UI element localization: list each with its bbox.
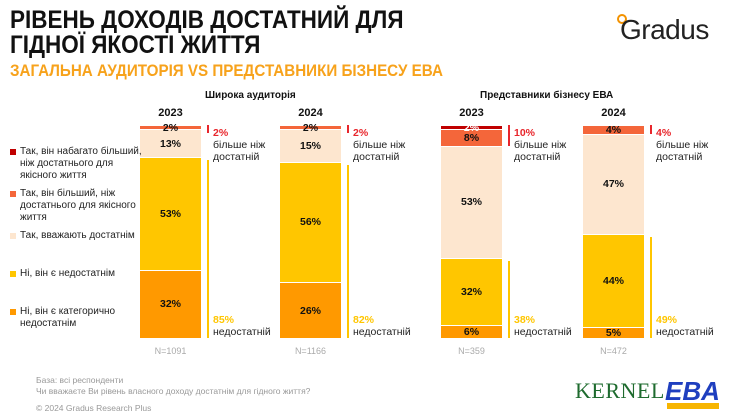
more-than-enough-annotation: 2% більше ніж достатній [213, 127, 265, 163]
more-than-enough-label: достатній [514, 151, 561, 163]
bar-segment: 15% [280, 129, 341, 162]
sample-size: N=1166 [294, 346, 327, 356]
bar-segment: 2% [140, 122, 201, 134]
more-than-enough-value: 2% [353, 127, 369, 139]
more-than-enough-label: достатній [656, 151, 703, 163]
legend-swatch [10, 191, 16, 197]
legend-item: Ні, він є недостатнім [10, 268, 150, 280]
more-than-enough-annotation: 2% більше ніж достатній [353, 127, 405, 163]
legend-item: Так, він набагато більший, ніж достатньо… [10, 146, 150, 182]
more-than-enough-bracket [207, 125, 209, 133]
more-than-enough-label: більше ніж [353, 139, 406, 151]
bar-segment: 56% [280, 161, 341, 283]
more-than-enough-bracket [650, 125, 652, 134]
gradus-logo-dot-icon [617, 14, 627, 24]
legend-label: Так, він набагато більший, ніж достатньо… [20, 146, 142, 181]
not-enough-annotation: 38% недостатній [514, 314, 572, 338]
more-than-enough-bracket [347, 125, 349, 133]
not-enough-label: недостатній [514, 326, 572, 338]
svg-text:EBA: EBA [665, 376, 720, 406]
legend-item: Так, вважають достатнім [10, 230, 150, 242]
page-subtitle: ЗАГАЛЬНА АУДИТОРІЯ VS ПРЕДСТАВНИКИ БІЗНЕ… [10, 62, 443, 80]
not-enough-bracket [347, 164, 349, 338]
bar-segment: 6% [441, 325, 502, 338]
more-than-enough-label: достатній [353, 151, 400, 163]
bar-segment: 53% [140, 156, 201, 270]
more-than-enough-annotation: 4% більше ніж достатній [656, 127, 708, 163]
not-enough-bracket [650, 236, 652, 338]
more-than-enough-value: 10% [514, 127, 536, 139]
not-enough-label: недостатній [213, 326, 271, 338]
not-enough-annotation: 85% недостатній [213, 314, 271, 338]
legend-label: Так, вважають достатнім [20, 230, 135, 241]
not-enough-label: недостатній [353, 326, 411, 338]
page-title: РІВЕНЬ ДОХОДІВ ДОСТАТНИЙ ДЛЯ ГІДНОЇ ЯКОСТ… [10, 8, 404, 58]
group-label-eba: Представники бізнесу ЕВА [480, 90, 614, 101]
not-enough-value: 49% [656, 314, 678, 326]
sample-size: N=1091 [154, 346, 187, 356]
legend-swatch [10, 271, 16, 277]
year-label: 2024 [601, 107, 626, 119]
title-line-1: РІВЕНЬ ДОХОДІВ ДОСТАТНИЙ ДЛЯ [10, 6, 404, 34]
more-than-enough-value: 4% [656, 127, 672, 139]
bar-segment: 2% [280, 122, 341, 134]
year-label: 2023 [459, 107, 484, 119]
bar-segment: 47% [583, 133, 644, 234]
legend-label: Ні, він є недостатнім [20, 268, 115, 279]
kernel-logo: KERNEL [575, 378, 665, 403]
more-than-enough-value: 2% [213, 127, 229, 139]
sample-size: N=472 [600, 346, 627, 356]
bar-segment: 13% [140, 129, 201, 157]
gradus-logo: Gradus [620, 14, 709, 45]
bar-segment: 2% [441, 122, 502, 134]
group-label-wide: Широка аудиторія [205, 90, 296, 101]
footer-copyright: © 2024 Gradus Research Plus [36, 403, 152, 413]
legend-swatch [10, 233, 16, 239]
footer-question: Чи вважаєте Ви рівень власного доходу до… [36, 386, 311, 396]
not-enough-value: 82% [353, 314, 375, 326]
not-enough-annotation: 49% недостатній [656, 314, 714, 338]
sample-size: N=359 [458, 346, 485, 356]
title-line-2: ГІДНОЇ ЯКОСТІ ЖИТТЯ [10, 31, 261, 59]
not-enough-bracket [508, 260, 510, 338]
year-label: 2023 [158, 107, 183, 119]
more-than-enough-label: більше ніж [213, 139, 266, 151]
bar-segment: 32% [140, 269, 201, 338]
more-than-enough-label: достатній [213, 151, 260, 163]
more-than-enough-label: більше ніж [514, 139, 567, 151]
legend-swatch [10, 149, 16, 155]
legend-item: Так, він більший, ніж достатнього для як… [10, 188, 150, 224]
bar-segment: 26% [280, 282, 341, 338]
bar-segment: 44% [583, 233, 644, 328]
bar-segment: 8% [441, 129, 502, 147]
more-than-enough-label: більше ніж [656, 139, 709, 151]
not-enough-bracket [207, 159, 209, 338]
not-enough-value: 85% [213, 314, 235, 326]
bar-segment: 53% [441, 146, 502, 258]
bar-segment: 5% [583, 327, 644, 339]
year-label: 2024 [298, 107, 323, 119]
not-enough-annotation: 82% недостатній [353, 314, 411, 338]
bar-segment: 4% [583, 124, 644, 136]
more-than-enough-bracket [508, 125, 510, 147]
not-enough-value: 38% [514, 314, 536, 326]
eba-logo: EBA [665, 376, 720, 409]
legend-label: Так, він більший, ніж достатнього для як… [20, 188, 136, 223]
bar-segment: 32% [441, 257, 502, 326]
not-enough-label: недостатній [656, 326, 714, 338]
legend-label: Ні, він є категорично недостатнім [20, 306, 116, 329]
legend-swatch [10, 309, 16, 315]
more-than-enough-annotation: 10% більше ніж достатній [514, 127, 566, 163]
legend-item: Ні, він є категорично недостатнім [10, 306, 150, 330]
footer-base: База: всі респонденти [36, 375, 124, 385]
